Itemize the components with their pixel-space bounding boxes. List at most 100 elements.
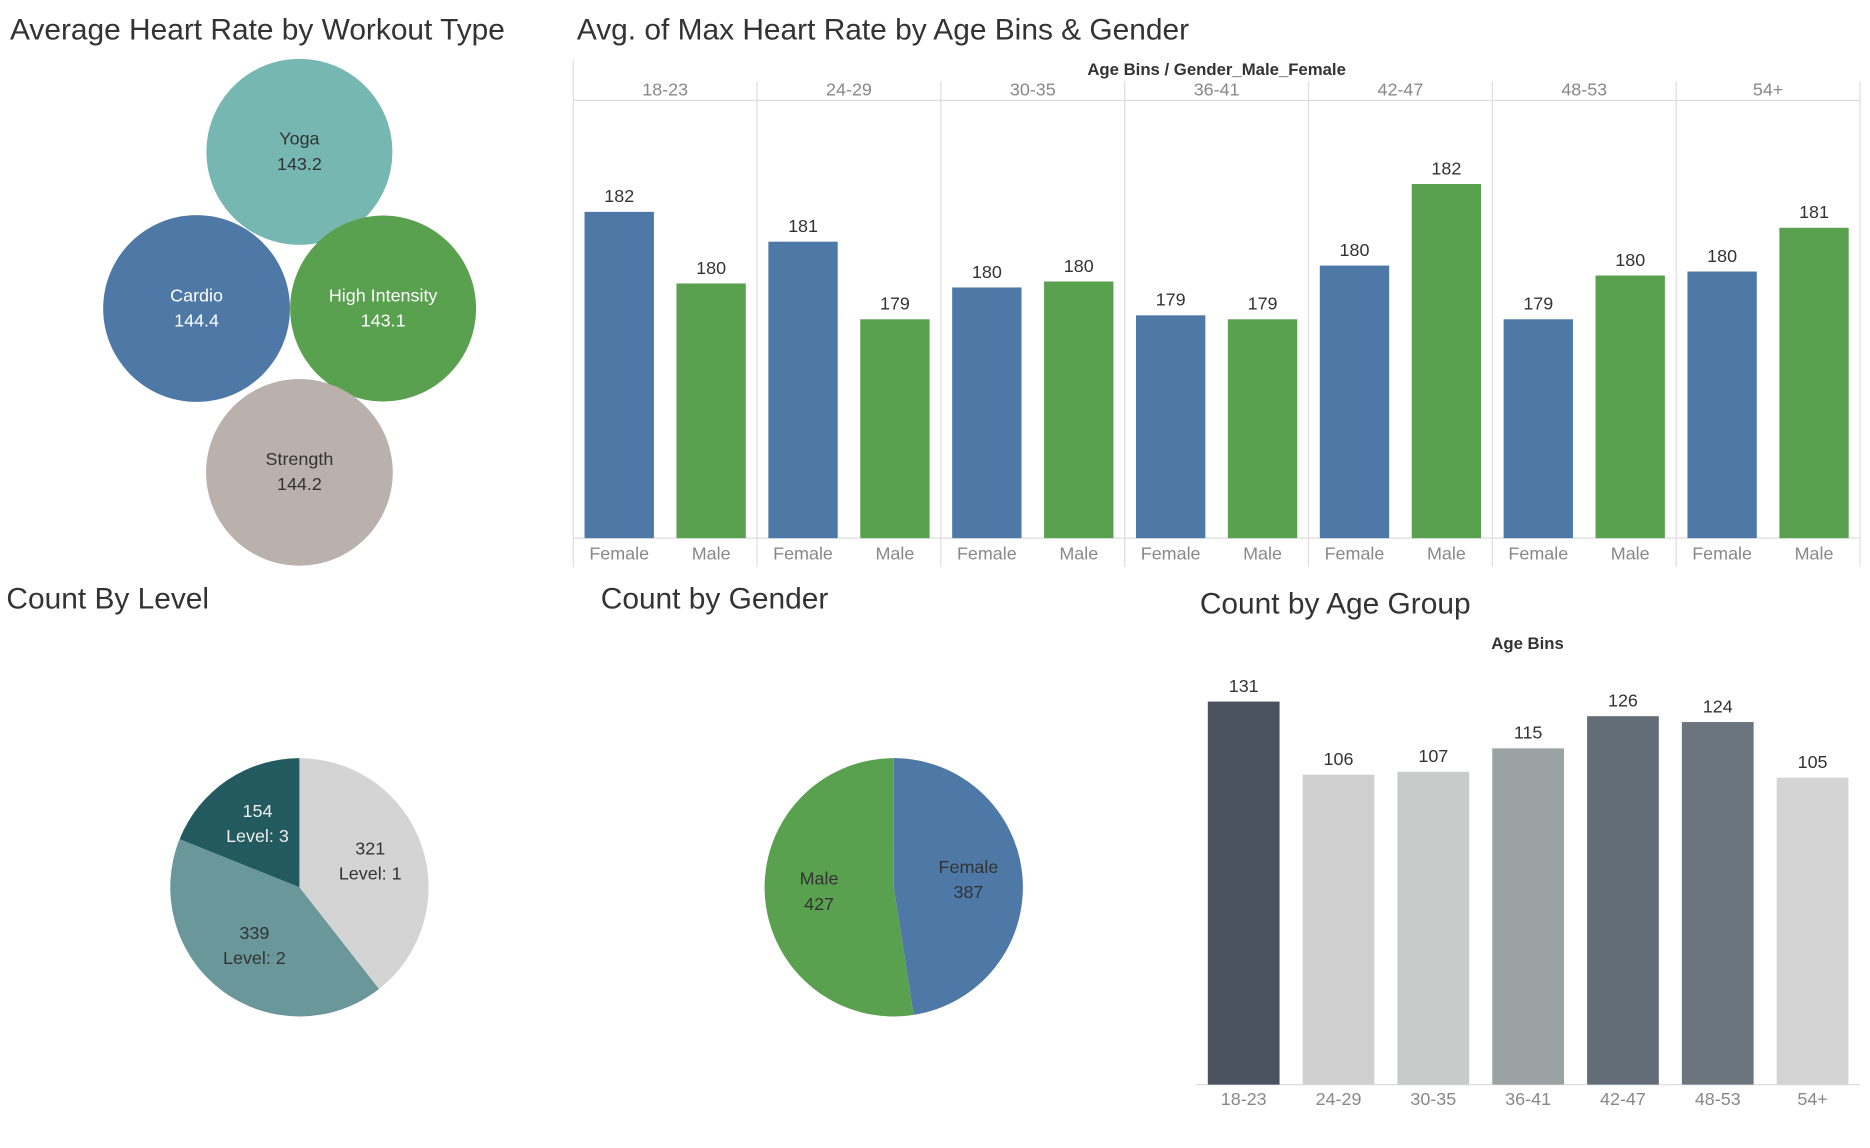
slice-label: 154 [243,801,273,821]
value-label: 180 [972,262,1002,282]
slice-label: Level: 1 [339,864,402,884]
x-tick-label: 54+ [1753,80,1783,100]
bubble-label: Cardio [170,285,223,305]
bar [1411,184,1482,539]
value-label: 181 [1799,202,1829,222]
bar [952,287,1022,539]
x-tick-label: 18-23 [1221,1089,1267,1109]
value-label: 179 [1248,294,1278,314]
bubble [103,215,290,402]
bar [1681,722,1754,1085]
bar [1687,271,1757,539]
value-label: 124 [1703,696,1733,716]
slice-label: Male [800,869,839,889]
bar [676,283,746,539]
value-label: 180 [1064,256,1094,276]
bubble-value: 143.1 [361,310,406,330]
legend-label: Female [589,544,649,564]
legend-label: Male [692,544,731,564]
bubble [290,215,477,402]
bar [1587,716,1659,1085]
bubble-value: 143.2 [277,154,322,174]
bubble-value: 144.2 [277,474,322,494]
axis-header: Age Bins [1491,634,1564,653]
legend-label: Male [1795,544,1834,564]
legend-label: Female [1141,544,1201,564]
value-label: 179 [880,294,910,314]
legend-label: Female [957,544,1017,564]
pie-slice [893,758,1023,1015]
bar [1227,319,1298,539]
legend-label: Female [1508,544,1568,564]
value-label: 182 [604,186,634,206]
value-label: 179 [1156,290,1186,310]
legend-label: Male [1427,544,1466,564]
axis-header: Age Bins / Gender_Male_Female [1087,60,1346,79]
chart-title: Count By Level [6,583,209,616]
slice-label: Female [939,857,999,877]
x-tick-label: 48-53 [1561,80,1607,100]
pie-slice [299,758,429,990]
bar [1302,774,1375,1085]
legend-label: Female [773,544,833,564]
legend-label: Female [1325,544,1385,564]
bubble-label: High Intensity [329,285,438,305]
slice-label: 387 [953,882,983,902]
value-label: 179 [1523,294,1553,314]
bubble [206,58,393,245]
x-tick-label: 36-41 [1505,1089,1551,1109]
x-tick-label: 36-41 [1194,80,1240,100]
bubble-label: Yoga [279,129,319,149]
value-label: 131 [1229,676,1259,696]
bar [1776,777,1849,1085]
chart-title: Count by Age Group [1200,587,1471,620]
bubble-label: Strength [266,449,334,469]
value-label: 126 [1608,691,1638,711]
x-tick-label: 48-53 [1695,1089,1741,1109]
value-label: 105 [1798,752,1828,772]
slice-label: Level: 2 [223,948,286,968]
value-label: 181 [788,216,818,236]
slice-label: 427 [804,894,834,914]
bar [584,211,654,539]
x-tick-label: 24-29 [826,80,872,100]
legend-label: Female [1692,544,1752,564]
bar [1492,748,1565,1085]
value-label: 180 [1615,250,1645,270]
bar [1319,265,1390,539]
slice-label: 321 [355,838,385,858]
bar [1595,275,1665,539]
value-label: 180 [1707,246,1737,266]
pie-slice [179,758,300,888]
value-label: 107 [1418,746,1448,766]
bubble [206,379,393,566]
x-tick-label: 18-23 [642,80,688,100]
x-tick-label: 54+ [1797,1089,1827,1109]
bar [1779,227,1849,539]
bar [1503,319,1573,539]
legend-label: Male [876,544,915,564]
slice-label: 339 [239,923,269,943]
x-tick-label: 30-35 [1010,80,1056,100]
chart-title: Average Heart Rate by Workout Type [10,13,505,46]
value-label: 180 [696,258,726,278]
value-label: 115 [1514,723,1543,743]
chart-title: Avg. of Max Heart Rate by Age Bins & Gen… [577,13,1189,46]
value-label: 106 [1324,749,1354,769]
value-label: 182 [1431,158,1461,178]
bar [1397,771,1470,1085]
value-label: 180 [1340,240,1370,260]
slice-label: Level: 3 [226,826,289,846]
pie-slice [170,839,379,1017]
legend-label: Male [1243,544,1282,564]
legend-label: Male [1611,544,1650,564]
x-tick-label: 30-35 [1410,1089,1456,1109]
chart-title: Count by Gender [601,583,829,616]
x-tick-label: 24-29 [1316,1089,1362,1109]
x-tick-label: 42-47 [1600,1089,1646,1109]
bar [1044,281,1114,539]
bar [768,241,838,539]
bubble-value: 144.4 [174,310,219,330]
